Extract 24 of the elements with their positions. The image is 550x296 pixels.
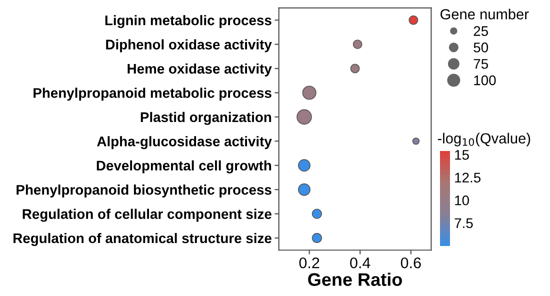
y-tick-label: Lignin metabolic process [105, 15, 272, 28]
legend-title: Gene number [440, 8, 529, 20]
color-bar-label: 12.5 [455, 172, 481, 183]
legend-label: 25 [474, 26, 488, 36]
y-tick-label: Developmental cell growth [96, 160, 272, 174]
x-tick-label: 0.6 [400, 257, 421, 268]
y-tick-label: Regulation of cellular component size [22, 208, 272, 222]
color-bar-label: 10 [455, 195, 469, 206]
color-bar-label: 15 [455, 150, 469, 160]
legend-label: 50 [474, 42, 488, 52]
y-tick-label: Alpha-glucosidase activity [97, 136, 272, 150]
y-tick-label: Plastid organization [140, 112, 272, 125]
y-tick-label: Heme oxidase activity [128, 63, 272, 76]
color-bar-label: 7.5 [454, 218, 473, 228]
y-tick-label: Regulation of anatomical structure size [14, 232, 272, 246]
x-tick-label: 0.2 [299, 257, 320, 268]
legend-label: 75 [474, 59, 488, 69]
color-bar-title: -log$_{10}$(Qvalue) [438, 132, 530, 146]
y-tick-label: Phenylpropanoid biosynthetic process [16, 184, 272, 198]
y-tick-label: Diphenol oxidase activity [106, 39, 272, 52]
y-tick-label: Phenylpropanoid metabolic process [34, 88, 272, 101]
legend-label: 100 [474, 75, 496, 86]
x-tick-label: 0.4 [350, 257, 370, 268]
x-axis-title: Gene Ratio [308, 272, 402, 286]
